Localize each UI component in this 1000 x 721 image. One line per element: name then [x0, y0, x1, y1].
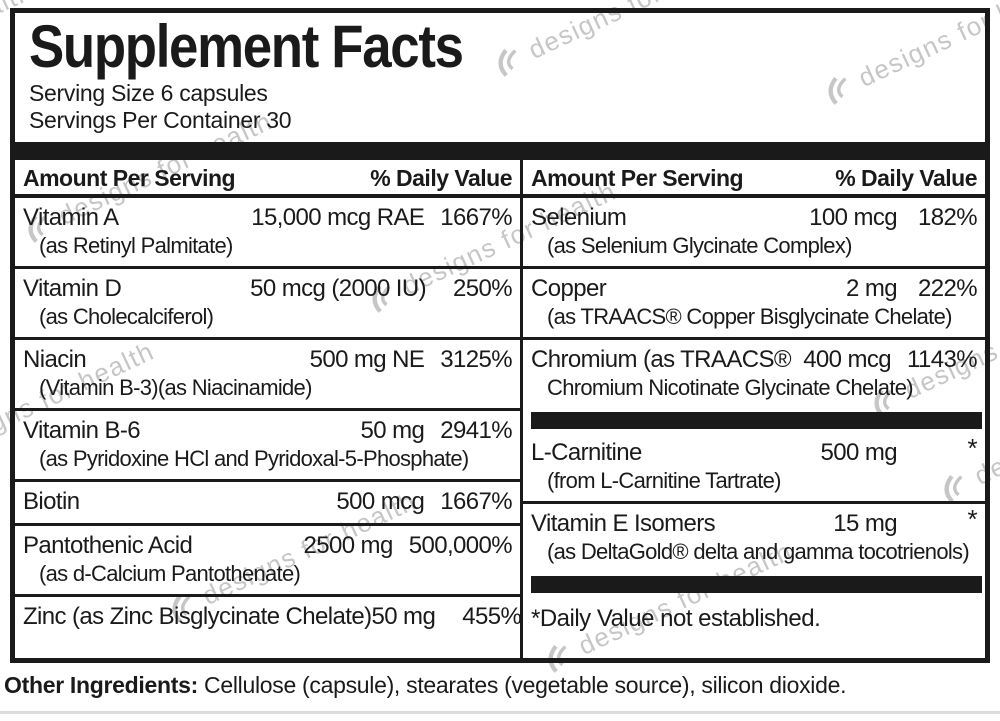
daily-value-footnote: *Daily Value not established. — [531, 605, 821, 632]
nutrient-source: (as Pyridoxine HCl and Pyridoxal-5-Phosp… — [39, 446, 469, 471]
scan-edge-artifact — [0, 711, 1000, 714]
nutrient-name: Zinc (as Zinc Bisglycinate Chelate) — [23, 603, 372, 630]
nutrient-row: Copper 2 mg 222% (as TRAACS® Copper Bisg… — [523, 266, 985, 337]
nutrient-row: Chromium (as TRAACS® 400 mcg 1143% Chrom… — [523, 337, 985, 408]
left-column: Amount Per Serving % Daily Value Vitamin… — [15, 160, 523, 658]
right-column: Amount Per Serving % Daily Value Seleniu… — [523, 160, 985, 658]
nutrient-amount: 100 mcg — [809, 204, 897, 231]
nutrient-source: (Vitamin B-3)(as Niacinamide) — [39, 375, 312, 400]
sprout-logo-icon — [944, 475, 963, 503]
nutrient-daily-value: 2941% — [440, 417, 512, 444]
nutrient-name: Vitamin A — [23, 204, 119, 231]
section-divider-bar — [531, 412, 982, 429]
nutrient-row: Selenium 100 mcg 182% (as Selenium Glyci… — [523, 198, 985, 266]
nutrient-row: Vitamin A 15,000 mcg RAE 1667% (as Retin… — [15, 198, 520, 266]
nutrient-name: Vitamin D — [23, 275, 122, 302]
serving-size: Serving Size 6 capsules — [29, 80, 268, 106]
nutrient-row: Vitamin E Isomers 15 mg * (as DeltaGold®… — [523, 501, 985, 572]
nutrient-columns: Amount Per Serving % Daily Value Vitamin… — [15, 160, 985, 658]
nutrient-row: Pantothenic Acid 2500 mg 500,000% (as d-… — [15, 523, 520, 594]
nutrient-amount: 15,000 mcg RAE — [251, 204, 425, 231]
nutrient-name: Copper — [531, 275, 607, 302]
nutrient-amount: 2 mg — [846, 275, 898, 302]
nutrient-daily-value: 500,000% — [408, 532, 513, 559]
nutrient-source: (as Selenium Glycinate Complex) — [547, 233, 852, 258]
other-ingredients-text: Cellulose (capsule), stearates (vegetabl… — [197, 672, 847, 698]
nutrient-amount: 50 mg — [360, 417, 425, 444]
nutrient-source: (from L-Carnitine Tartrate) — [547, 468, 781, 493]
nutrient-name: Niacin — [23, 346, 87, 373]
watermark: designs for health — [815, 0, 1000, 112]
nutrient-row: Biotin 500 mcg 1667% — [15, 479, 520, 523]
panel-title: Supplement Facts — [29, 13, 464, 80]
panel-header: Supplement Facts Serving Size 6 capsules… — [15, 13, 985, 134]
daily-value-header: % Daily Value — [370, 165, 512, 191]
sprout-logo-icon — [28, 215, 47, 243]
other-ingredients: Other Ingredients: Cellulose (capsule), … — [4, 672, 846, 699]
header-divider-bar — [15, 142, 985, 160]
nutrient-daily-value: 1667% — [440, 488, 512, 515]
nutrient-daily-value: 250% — [453, 275, 513, 302]
nutrient-name: L-Carnitine — [531, 439, 642, 466]
sprout-logo-icon — [372, 285, 391, 313]
nutrient-row: Vitamin B-6 50 mg 2941% (as Pyridoxine H… — [15, 408, 520, 479]
nutrient-amount: 15 mg — [833, 510, 897, 537]
nutrient-source: (as Retinyl Palmitate) — [39, 233, 233, 258]
watermark: designs for health — [159, 484, 422, 631]
nutrient-name: Selenium — [531, 204, 627, 231]
nutrient-amount: 500 mcg — [336, 488, 425, 515]
nutrient-row: Zinc (as Zinc Bisglycinate Chelate) 50 m… — [15, 594, 522, 638]
nutrient-source: (as TRAACS® Copper Bisglycinate Chelate) — [547, 304, 952, 329]
nutrient-name: Vitamin B-6 — [23, 417, 141, 444]
sprout-logo-icon — [828, 77, 847, 105]
nutrient-daily-value: 455% — [462, 603, 522, 630]
nutrient-source: (as d-Calcium Pantothenate) — [39, 561, 301, 586]
nutrient-row: L-Carnitine 500 mg * (from L-Carnitine T… — [523, 433, 985, 501]
nutrient-daily-value: 3125% — [440, 346, 512, 373]
other-ingredients-label: Other Ingredients: — [4, 672, 198, 698]
nutrient-amount: 2500 mg — [303, 532, 394, 559]
nutrient-daily-value: 1143% — [907, 346, 978, 373]
servings-per-container: Servings Per Container 30 — [29, 107, 292, 133]
daily-value-header: % Daily Value — [835, 165, 977, 191]
nutrient-amount: 50 mcg (2000 IU) — [250, 275, 426, 302]
nutrient-source: (as Cholecalciferol) — [39, 304, 214, 329]
nutrient-name: Chromium (as TRAACS® — [531, 346, 792, 373]
nutrient-amount: 500 mg — [820, 439, 898, 466]
nutrient-name: Pantothenic Acid — [23, 532, 193, 559]
amount-per-serving-header: Amount Per Serving — [531, 165, 744, 191]
serving-info: Serving Size 6 capsules Servings Per Con… — [29, 80, 971, 134]
nutrient-name: Vitamin E Isomers — [531, 510, 716, 537]
nutrient-source: Chromium Nicotinate Glycinate Chelate) — [547, 375, 914, 400]
amount-per-serving-header: Amount Per Serving — [23, 165, 236, 191]
nutrient-daily-value: 222% — [918, 275, 978, 302]
supplement-facts-panel: Supplement Facts Serving Size 6 capsules… — [10, 8, 990, 663]
watermark: designs for health — [15, 104, 278, 251]
nutrient-row: Niacin 500 mg NE 3125% (Vitamin B-3)(as … — [15, 337, 520, 408]
nutrient-daily-value: * — [967, 504, 977, 534]
column-header: Amount Per Serving % Daily Value — [523, 160, 985, 198]
section-divider-bar — [531, 576, 982, 593]
nutrient-daily-value: * — [967, 433, 977, 463]
nutrient-daily-value: 182% — [918, 204, 978, 231]
column-header: Amount Per Serving % Daily Value — [15, 160, 520, 198]
nutrient-amount: 500 mg NE — [309, 346, 425, 373]
nutrient-row: Vitamin D 50 mcg (2000 IU) 250% (as Chol… — [15, 266, 520, 337]
watermark: designs for health — [931, 364, 1000, 511]
sprout-logo-icon — [498, 49, 517, 77]
nutrient-name: Biotin — [23, 488, 80, 515]
watermark: designs for health — [359, 174, 622, 321]
nutrient-amount: 400 mcg — [803, 346, 892, 373]
nutrient-daily-value: 1667% — [440, 204, 512, 231]
sprout-logo-icon — [172, 595, 191, 623]
nutrient-amount: 50 mg — [371, 603, 436, 630]
watermark: designs for health — [485, 0, 748, 84]
nutrient-source: (as DeltaGold® delta and gamma tocotrien… — [547, 539, 970, 564]
